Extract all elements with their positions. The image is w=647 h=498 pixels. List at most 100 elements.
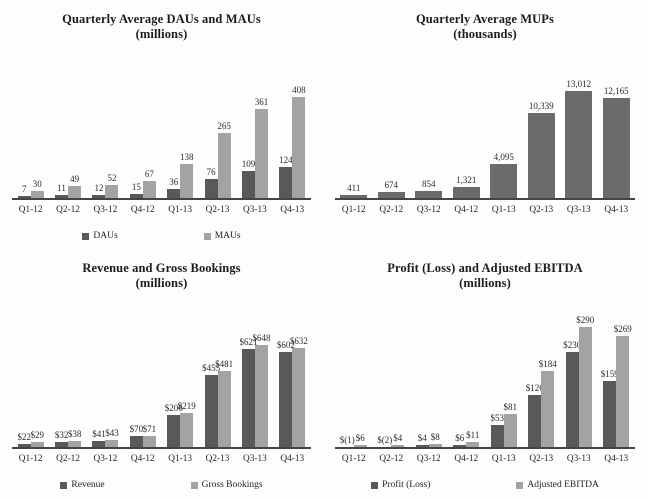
category-label: Q4-12	[130, 454, 155, 464]
bar-rect	[292, 97, 306, 198]
bar-value-label: $6	[455, 433, 465, 443]
bar: 52	[105, 173, 119, 198]
bar-value-label: 30	[32, 179, 42, 189]
category-label: Q3-12	[93, 205, 118, 215]
bar-value-label: $81	[503, 402, 518, 412]
bar-value-label: 52	[107, 173, 117, 183]
chart-panel-daus-maus: Quarterly Average DAUs and MAUs (million…	[0, 0, 323, 249]
bar-value-label: $219	[177, 401, 196, 411]
bar-rect	[180, 413, 194, 447]
bar-value-label: $(1)	[339, 435, 355, 445]
bar: $4	[415, 433, 429, 447]
category-label: Q4-12	[454, 454, 479, 464]
bar-value-label: 674	[384, 180, 399, 190]
bar-value-label: $648	[252, 333, 271, 343]
bar-value-label: 12,165	[603, 86, 629, 96]
legend-label: Revenue	[71, 480, 105, 490]
bar-value-label: $(2)	[377, 435, 393, 445]
bar-group: $53 $81	[485, 315, 523, 447]
bar-rect	[180, 164, 194, 198]
category-label: Q1-13	[491, 454, 516, 464]
category-label: Q2-12	[379, 205, 404, 215]
bar-value-label: $43	[105, 428, 119, 438]
bar: $38	[68, 429, 81, 447]
bar-value-label: $70	[129, 424, 144, 434]
bar: 265	[217, 121, 231, 198]
bar-value-label: $230	[563, 340, 582, 350]
plot-area: $(1) $6 $(2) $4 $4 $8 $6 $11 $53 $81 $126 $184 $230 $…	[335, 315, 635, 449]
bar: 11	[55, 183, 69, 198]
bar-rect	[415, 191, 443, 198]
bar: $53	[491, 413, 504, 447]
bar: 67	[142, 169, 156, 198]
bar-rect	[254, 109, 268, 198]
legend-item: MAUs	[203, 231, 241, 241]
legend-label: DAUs	[93, 231, 118, 241]
bar-group: $230 $290	[560, 315, 598, 447]
bar-value-label: 13,012	[566, 79, 592, 89]
bar-group: 11 49	[49, 66, 86, 198]
bar-value-label: $184	[538, 359, 557, 369]
legend: Revenue Gross Bookings	[0, 480, 323, 490]
bar: 12	[92, 183, 106, 198]
bar: $29	[30, 430, 44, 447]
chart-title: Quarterly Average DAUs and MAUs (million…	[0, 12, 323, 42]
legend-item: Revenue	[60, 480, 105, 490]
category-label: Q4-13	[604, 454, 629, 464]
category-label: Q2-13	[205, 454, 230, 464]
bar-rect	[292, 348, 306, 447]
bar-value-label: 11	[57, 183, 66, 193]
bar: $22	[17, 432, 31, 447]
chart-subtitle: (millions)	[135, 27, 188, 41]
chart-title-line: Quarterly Average DAUs and MAUs	[62, 12, 261, 26]
bar-rect	[565, 91, 593, 198]
chart-title-line: Quarterly Average MUPs	[415, 12, 555, 26]
bar-value-label: $53	[490, 413, 505, 423]
bar: $481	[215, 359, 233, 447]
category-label: Q1-13	[168, 205, 193, 215]
legend-item: Adjusted EBITDA	[516, 480, 599, 490]
bar-group: $6 $11	[448, 315, 486, 447]
chart-subtitle: (millions)	[135, 276, 188, 290]
bar-value-label: 10,339	[528, 101, 554, 111]
bar-rect	[241, 171, 255, 198]
bar: 13,012	[565, 79, 593, 198]
chart-title: Revenue and Gross Bookings (millions)	[0, 261, 323, 291]
bar-rect	[527, 113, 555, 198]
category-label: Q2-12	[56, 454, 80, 464]
bar-value-label: 67	[144, 169, 154, 179]
bar-group: $159 $269	[598, 315, 636, 447]
bar: $602	[277, 340, 295, 447]
bar: $290	[576, 315, 595, 447]
legend-swatch-icon	[371, 481, 379, 489]
chart-title-line: Revenue and Gross Bookings	[82, 261, 241, 275]
bar-group: $32 $38	[49, 315, 86, 447]
bar-group: $(1) $6	[335, 315, 373, 447]
bar: 12,165	[602, 86, 630, 198]
chart-panel-revenue-bookings: Revenue and Gross Bookings (millions) $2…	[0, 249, 323, 498]
bar-value-label: 76	[206, 167, 216, 177]
bar-group: 13,012	[560, 66, 598, 198]
category-label: Q4-13	[280, 454, 305, 464]
chart-subtitle: (thousands)	[453, 27, 517, 41]
category-label: Q1-12	[341, 454, 366, 464]
bar: $648	[252, 333, 271, 447]
bar: 30	[30, 179, 44, 198]
plot-area: 411 674 854 1,321 4,095 10,339 13,012 12,165	[335, 66, 635, 200]
bar-value-label: 138	[179, 152, 194, 162]
bar: 15	[129, 182, 143, 198]
bar-rect	[452, 187, 480, 198]
plot-area: 7 30 11 49 12 52 15 67 36 138 76 265 109 361 124 408	[12, 66, 311, 200]
bar: 10,339	[527, 101, 555, 198]
bar: $621	[239, 337, 257, 447]
legend: DAUs MAUs	[0, 231, 323, 241]
bar-group: $206 $219	[162, 315, 199, 447]
bar-rect	[490, 425, 504, 447]
bar: $71	[143, 424, 156, 447]
bar-rect	[453, 445, 467, 447]
bar-group: 12,165	[598, 66, 636, 198]
bar: $8	[428, 432, 442, 447]
bar-value-label: $290	[576, 315, 595, 325]
bar-rect	[167, 415, 181, 447]
chart-title: Profit (Loss) and Adjusted EBITDA (milli…	[323, 261, 647, 291]
